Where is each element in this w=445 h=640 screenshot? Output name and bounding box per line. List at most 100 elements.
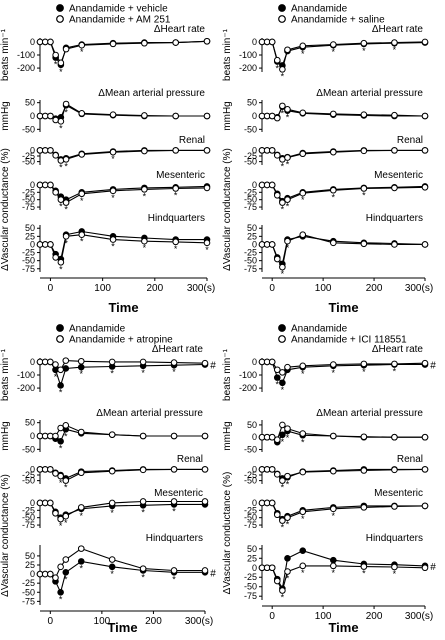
y-tick-label: -50 [22,124,35,134]
subplot-title: ΔHeart rate [154,24,206,35]
y-tick-label: 25 [25,560,35,570]
significance-mark: # [210,568,216,579]
data-point [108,467,116,475]
legend-label: Anandamide [69,324,126,335]
data-point [421,433,429,441]
data-point [78,151,86,158]
data-point [141,237,148,245]
subplot-4 [36,498,209,528]
data-point [62,556,70,563]
data-point [299,150,307,158]
subplot-5 [36,545,209,614]
significance-mark: * [281,483,285,493]
y-tick-label: -25 [22,505,35,515]
legend-label: Anandamide + atropine [69,335,173,346]
y-tick-label: -50 [22,256,35,266]
legend-marker [278,4,286,12]
significance-mark: * [111,154,115,164]
y-tick-label: -50 [244,582,257,592]
y-tick-label: -200 [239,63,257,73]
data-point [360,147,368,155]
data-point [52,116,59,124]
data-point [279,102,286,110]
subplot-title: Hindquarters [146,533,203,544]
data-point [62,357,70,364]
data-point [360,111,368,118]
data-point [284,554,291,562]
y-axis-label: beats min⁻¹ [222,28,233,81]
chart-panel-1 [36,4,211,281]
data-point [139,432,147,440]
data-point [47,570,54,578]
y-tick-label: 50 [247,98,257,108]
y-tick-label: -50 [22,513,35,523]
y-tick-label: 0 [30,239,35,249]
subplot-5 [258,545,429,609]
data-point [172,112,179,120]
significance-mark: * [172,574,176,584]
y-tick-label: 25 [247,231,257,241]
y-tick-label: 0 [30,431,35,441]
y-axis-label: mmHg [222,421,233,450]
data-point [360,185,368,192]
data-point [279,379,286,387]
legend-label: Anandamide + saline [291,15,385,26]
y-tick-label: 0 [252,145,257,155]
x-axis-label: Time [108,300,138,315]
data-point [273,374,281,381]
x-tick-label: 200 [366,283,383,294]
data-point [203,112,211,120]
y-tick-label: -75 [244,591,257,601]
y-tick-label: 0 [252,111,257,121]
x-tick-label: 0 [48,616,54,627]
y-tick-label: -100 [17,50,35,60]
significance-mark: * [362,190,366,200]
significance-mark: * [281,161,285,171]
y-axis-label: ΔVascular conductance (%) [222,472,233,595]
data-point [268,564,276,572]
data-point [273,577,281,585]
data-point [279,517,286,524]
data-point [279,369,286,376]
significance-mark: * [59,202,63,212]
y-tick-label: -50 [22,444,35,454]
subplot-title: Renal [177,454,203,465]
significance-mark: * [301,514,305,524]
significance-mark: * [64,205,68,215]
data-point [299,189,307,197]
significance-mark: * [301,568,305,578]
y-tick-label: 0 [30,111,35,121]
subplot-title: Mesenteric [156,170,205,181]
legend-marker [278,15,286,23]
y-tick-label: -75 [22,596,35,606]
y-tick-label: 50 [247,223,257,233]
data-point [170,498,178,505]
data-point [201,359,209,367]
significance-mark: * [59,521,63,531]
significance-mark: * [59,67,63,77]
data-point [360,467,368,474]
data-point [47,147,54,154]
significance-mark: * [59,264,63,274]
y-tick-label: -75 [22,264,35,274]
data-point [170,432,178,440]
x-tick-label: 200 [145,616,162,627]
y-axis-label: mmHg [0,421,11,450]
significance-mark: * [332,192,336,202]
significance-mark: * [286,433,290,443]
y-axis-label: mmHg [222,101,233,130]
data-point [421,241,429,248]
significance-mark: * [143,191,147,201]
y-tick-label: 50 [25,98,35,108]
subplot-title: ΔMean arterial pressure [98,88,205,99]
data-point [109,148,117,156]
data-point [273,471,281,478]
data-point [52,189,59,196]
significance-mark: * [332,511,336,521]
data-point [203,239,211,247]
data-point [421,359,429,367]
y-tick-label: 0 [252,464,257,474]
data-point [62,477,70,484]
data-point [421,38,429,46]
data-point [52,361,59,368]
